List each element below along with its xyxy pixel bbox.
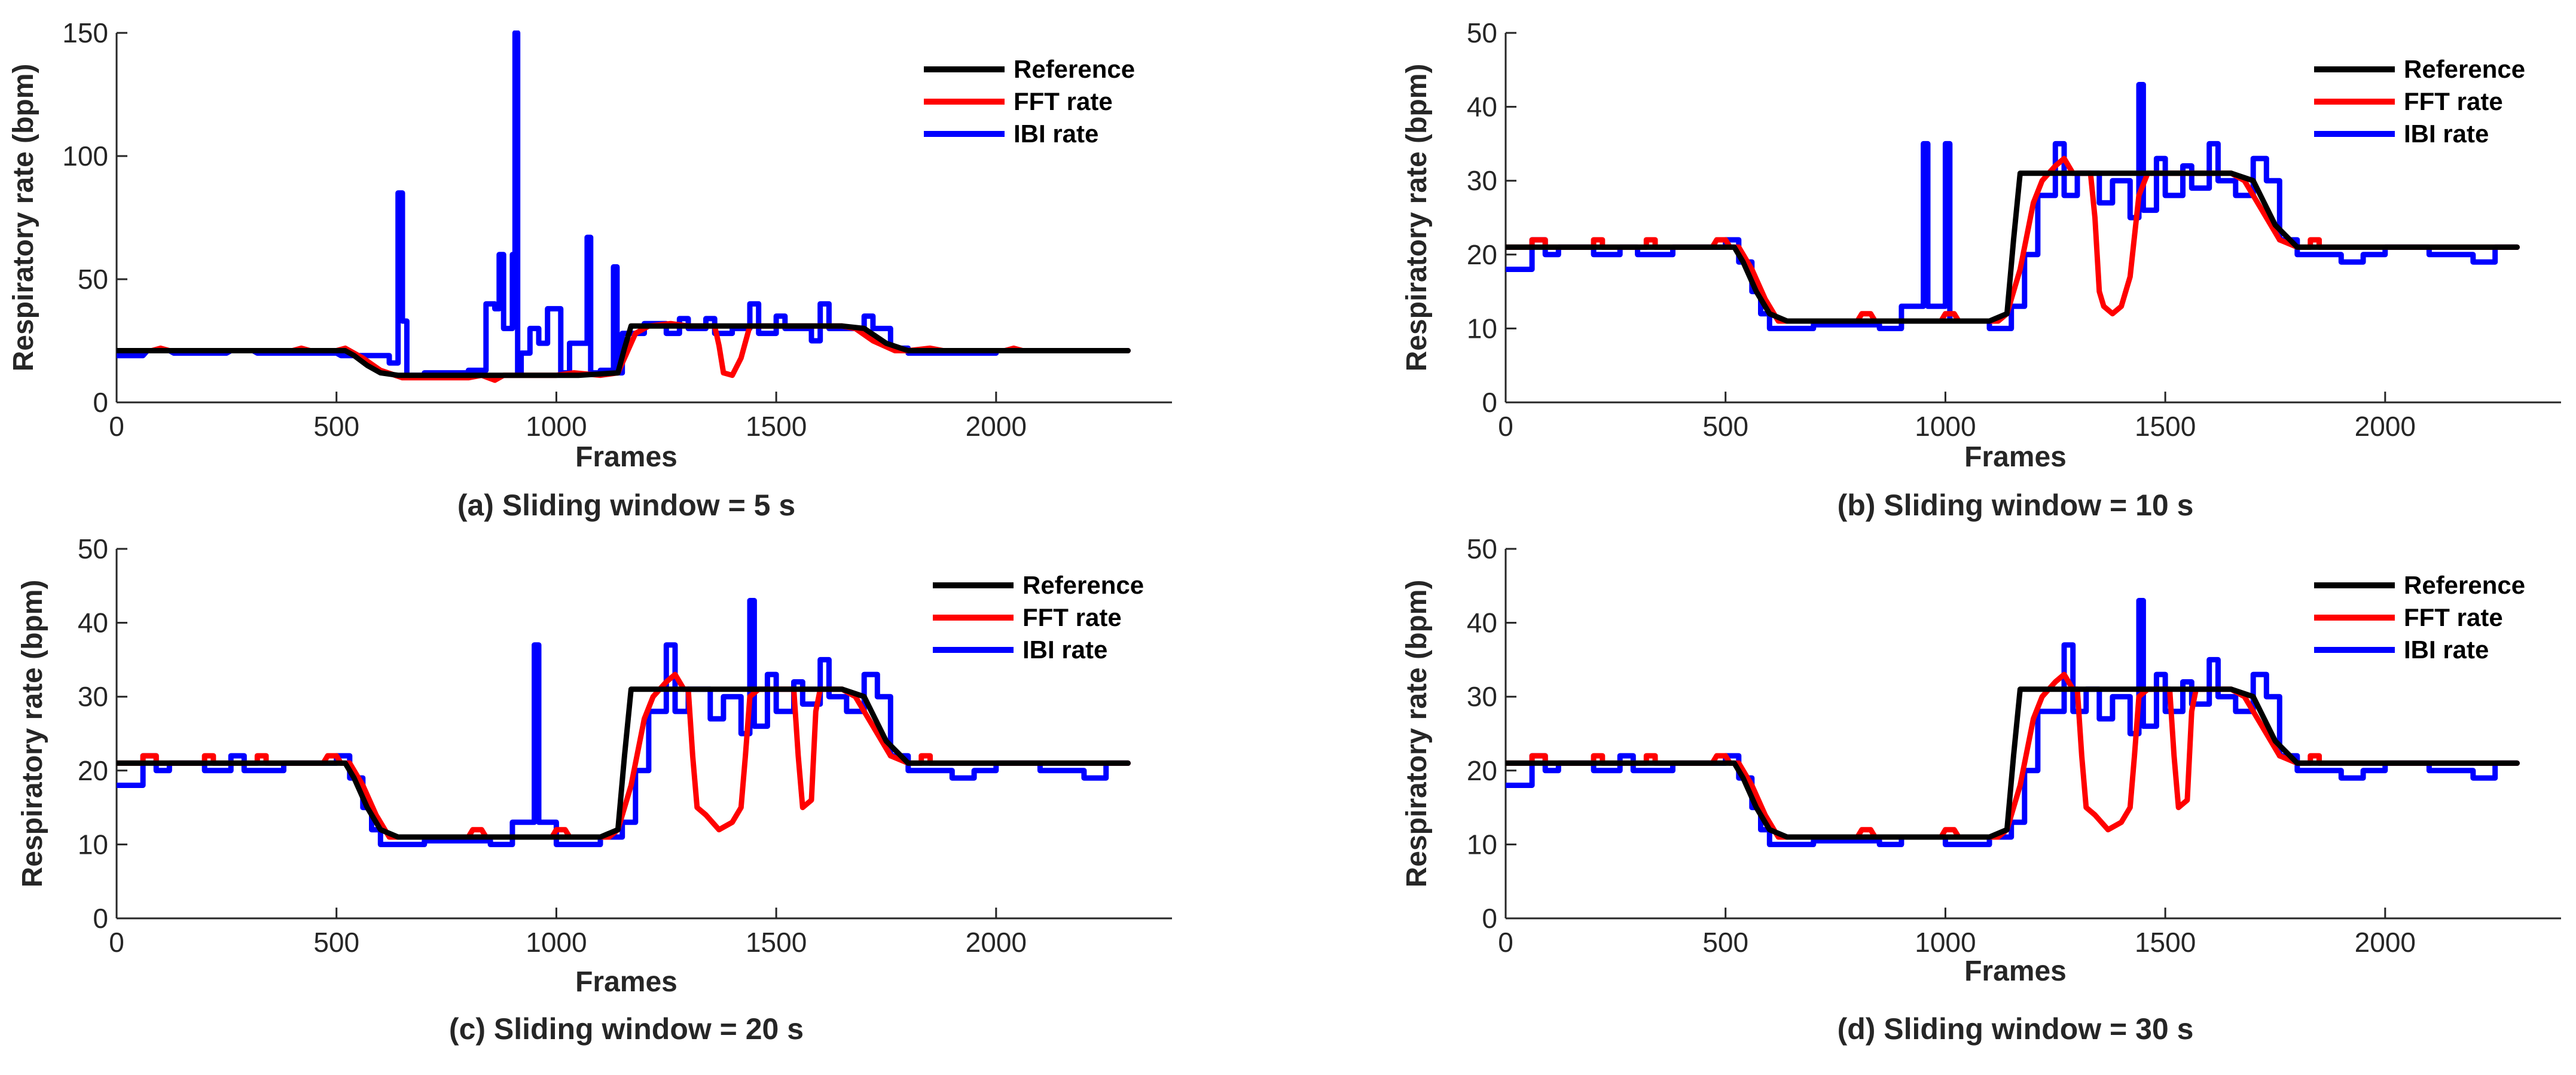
x-axis-title: Frames — [1964, 955, 2067, 987]
y-tick-label: 50 — [1467, 533, 1497, 564]
x-tick-label: 500 — [1702, 411, 1748, 442]
x-tick-label: 1500 — [746, 411, 807, 442]
y-tick-label: 0 — [1482, 387, 1497, 418]
x-tick-label: 0 — [1498, 927, 1513, 958]
legend-label-fft: FFT rate — [1014, 87, 1113, 115]
x-tick-label: 0 — [1498, 411, 1513, 442]
series-line-fft — [117, 671, 1131, 840]
x-axis-title: Frames — [575, 441, 677, 473]
legend-label-fft: FFT rate — [2404, 603, 2503, 631]
x-tick-label: 1000 — [1915, 927, 1976, 958]
x-tick-label: 500 — [1702, 927, 1748, 958]
y-axis-title: Respiratory rate (bpm) — [1401, 580, 1433, 888]
y-tick-label: 40 — [1467, 91, 1497, 123]
panel-caption: (d) Sliding window = 30 s — [1838, 1012, 2194, 1046]
legend-label-reference: Reference — [1023, 571, 1144, 599]
series-line-reference — [117, 323, 1131, 378]
x-tick-label: 1500 — [2135, 927, 2196, 958]
y-tick-label: 10 — [78, 829, 108, 860]
x-tick-label: 2000 — [2355, 411, 2416, 442]
x-tick-label: 0 — [109, 411, 124, 442]
x-tick-label: 500 — [313, 411, 359, 442]
y-tick-label: 30 — [1467, 681, 1497, 712]
x-tick-label: 500 — [313, 927, 359, 958]
x-tick-label: 1500 — [2135, 411, 2196, 442]
legend-label-reference: Reference — [2404, 571, 2525, 599]
legend-label-reference: Reference — [2404, 55, 2525, 83]
series-line-reference — [117, 686, 1131, 840]
panel-caption: (a) Sliding window = 5 s — [457, 488, 795, 522]
y-tick-label: 20 — [1467, 755, 1497, 786]
y-tick-label: 50 — [78, 533, 108, 564]
y-tick-label: 30 — [78, 681, 108, 712]
x-tick-label: 1000 — [526, 411, 587, 442]
legend-label-fft: FFT rate — [1023, 603, 1122, 631]
y-tick-label: 10 — [1467, 829, 1497, 860]
x-tick-label: 1500 — [746, 927, 807, 958]
y-axis-title: Respiratory rate (bpm) — [8, 64, 39, 372]
y-tick-label: 0 — [93, 903, 108, 934]
y-tick-label: 50 — [78, 264, 108, 295]
x-tick-label: 0 — [109, 927, 124, 958]
y-tick-label: 40 — [78, 607, 108, 639]
series-line-reference — [1506, 170, 2520, 324]
y-tick-label: 100 — [62, 141, 108, 172]
legend-label-fft: FFT rate — [2404, 87, 2503, 115]
legend-label-ibi: IBI rate — [1014, 120, 1098, 148]
legend-label-ibi: IBI rate — [1023, 636, 1107, 664]
y-axis-title: Respiratory rate (bpm) — [1401, 64, 1433, 372]
y-tick-label: 20 — [78, 755, 108, 786]
y-tick-label: 0 — [1482, 903, 1497, 934]
x-axis-title: Frames — [1964, 441, 2067, 473]
legend-label-reference: Reference — [1014, 55, 1135, 83]
y-tick-label: 10 — [1467, 313, 1497, 344]
x-tick-label: 2000 — [2355, 927, 2416, 958]
y-axis-title: Respiratory rate (bpm) — [17, 580, 48, 888]
y-tick-label: 0 — [93, 387, 108, 418]
panel-caption: (c) Sliding window = 20 s — [449, 1012, 804, 1046]
series-line-ibi — [117, 30, 1131, 378]
y-tick-label: 150 — [62, 17, 108, 48]
panel-caption: (b) Sliding window = 10 s — [1838, 488, 2194, 522]
legend-label-ibi: IBI rate — [2404, 120, 2489, 148]
y-tick-label: 50 — [1467, 17, 1497, 48]
x-tick-label: 1000 — [1915, 411, 1976, 442]
series-line-reference — [1506, 686, 2520, 840]
y-tick-label: 20 — [1467, 239, 1497, 270]
x-tick-label: 2000 — [966, 927, 1027, 958]
series-line-fft — [1506, 671, 2520, 840]
legend-label-ibi: IBI rate — [2404, 636, 2489, 664]
y-tick-label: 40 — [1467, 607, 1497, 639]
y-tick-label: 30 — [1467, 165, 1497, 196]
x-axis-title: Frames — [575, 966, 677, 998]
x-tick-label: 2000 — [966, 411, 1027, 442]
x-tick-label: 1000 — [526, 927, 587, 958]
